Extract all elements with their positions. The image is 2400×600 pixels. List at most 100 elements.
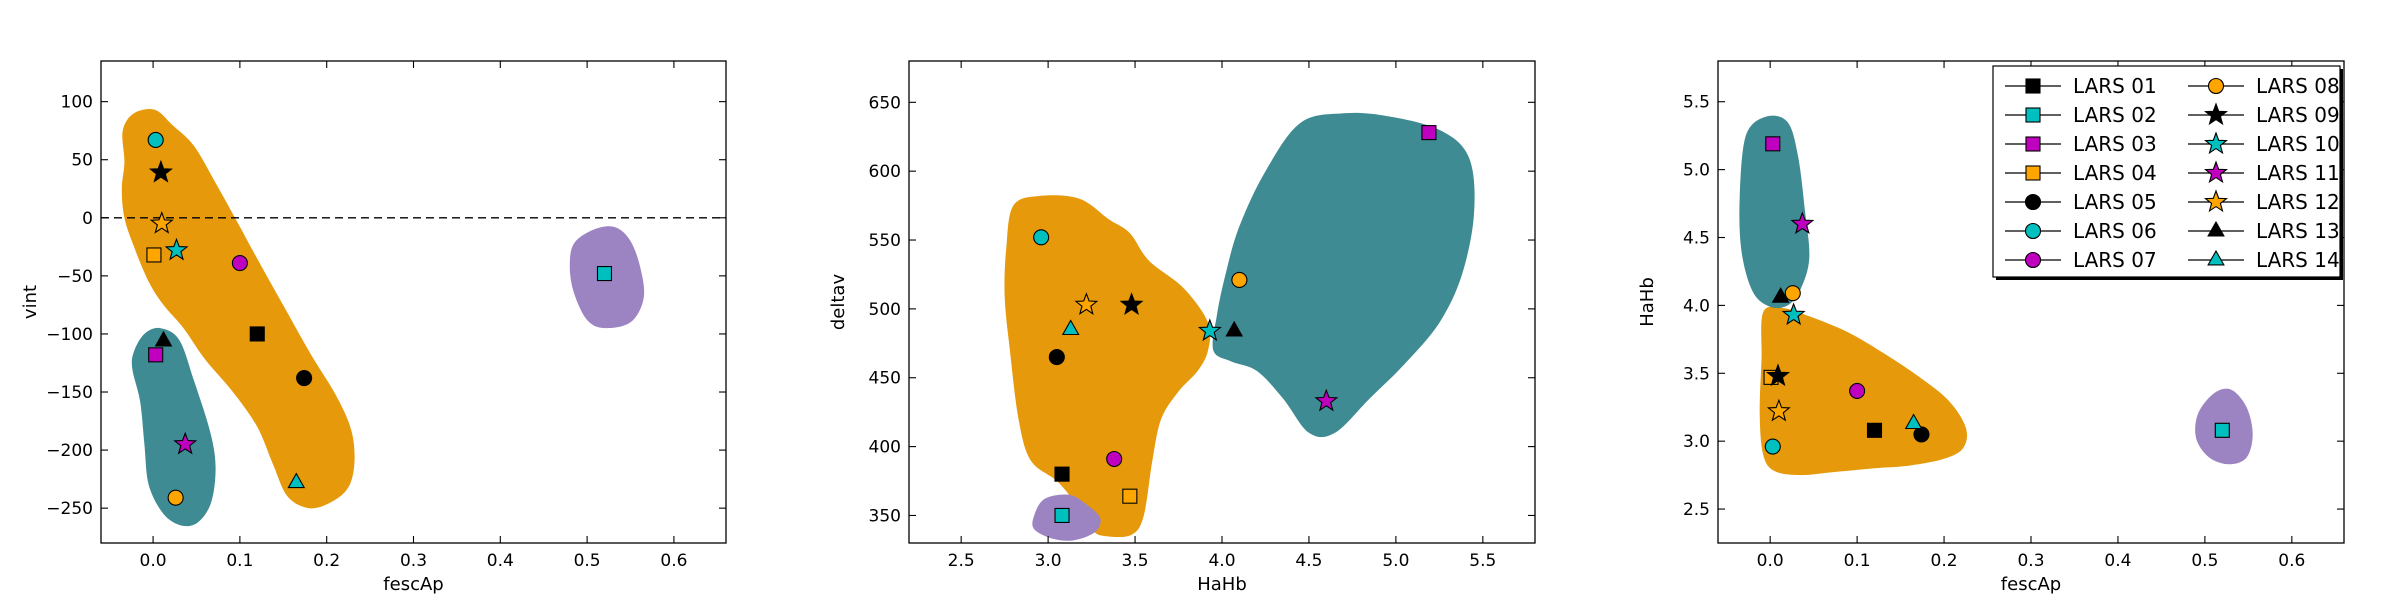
data-point-lars-13 [1771,287,1790,303]
legend-label: LARS 09 [2256,103,2340,127]
data-point-lars-04 [1122,488,1138,504]
legend-marker [2207,220,2225,237]
legend-entry-lars-03: LARS 03 [2005,132,2157,156]
x-axis-label: HaHb [1197,574,1247,595]
scatter-panel-fescap-hahb: 0.0 0.1 0.2 0.3 0.4 0.5 0.6 2.5 3.0 3.5 4.0 4.5 5.0 5… [1637,60,2345,595]
y-tick-label: 0 [82,209,93,229]
legend-entry-lars-08: LARS 08 [2188,74,2340,98]
legend: LARS 01 LARS 02 LARS 03 LARS 04 LARS 05 LARS … [1992,65,2343,280]
data-point-lars-06 [1033,229,1050,246]
data-point-lars-09 [1119,292,1144,315]
x-tick-label: 0.1 [226,551,253,571]
data-point-lars-08 [1231,271,1248,289]
legend-entry-lars-07: LARS 07 [2005,248,2157,272]
data-point-lars-12 [1074,292,1099,315]
data-point-lars-01 [249,326,265,342]
scatter-panel-hahb-deltav: 2.5 3.0 3.5 4.0 4.5 5.0 5.5 350 400 450 500 550 600 6… [828,60,1536,595]
x-tick-label: 0.3 [400,551,427,571]
legend-marker [2024,193,2042,211]
legend-label: LARS 08 [2256,74,2340,98]
y-tick-label: 50 [71,151,93,171]
data-point-lars-10 [164,237,189,261]
data-point-lars-11 [1790,211,1815,235]
legend-marker [2203,189,2229,213]
legend-label: LARS 02 [2073,103,2157,127]
data-point-lars-14 [287,472,306,489]
data-point-lars-01 [1054,466,1070,482]
legend-marker [2025,107,2041,123]
x-tick-label: 0.0 [140,551,167,571]
y-tick-label: 550 [869,231,901,251]
legend-marker [2203,131,2229,155]
data-point-lars-08 [167,489,184,506]
x-tick-label: 0.5 [574,551,601,571]
y-tick-label: 4.5 [1683,229,1710,249]
region-teal [1739,115,1810,309]
legend-label: LARS 07 [2073,248,2157,272]
data-point-lars-14 [1904,413,1923,430]
legend-marker [2024,251,2042,269]
x-axis-label: fescAp [2001,574,2061,595]
legend-label: LARS 04 [2073,161,2157,185]
data-point-lars-10 [1781,302,1806,326]
data-point-lars-13 [1225,320,1244,337]
plot-area [101,109,726,527]
y-axis-label: HaHb [1637,277,1658,327]
legend-marker [2025,78,2041,94]
data-point-lars-12 [149,211,174,234]
legend-entry-lars-10: LARS 10 [2188,131,2340,156]
data-point-lars-05 [296,370,313,387]
data-point-lars-05 [1048,349,1065,366]
legend-entry-lars-02: LARS 02 [2005,103,2157,127]
legend-entry-lars-13: LARS 13 [2188,219,2340,243]
legend-entry-lars-05: LARS 05 [2005,190,2157,214]
y-axis-label: vint [20,285,41,319]
data-point-lars-05 [1913,426,1930,443]
y-tick-label: 5.0 [1683,161,1710,181]
y-tick-label: 400 [869,438,901,458]
data-point-lars-07 [231,255,248,272]
x-tick-label: 0.0 [1757,551,1784,571]
data-point-lars-11 [1314,388,1339,412]
legend-label: LARS 05 [2073,190,2157,214]
y-tick-label: 450 [869,369,901,389]
legend-label: LARS 01 [2073,74,2157,98]
y-tick-label: −50 [57,267,93,287]
region-teal [1212,112,1475,438]
plot-area [1004,112,1475,541]
legend-entry-lars-01: LARS 01 [2005,74,2157,98]
data-point-lars-06 [1764,438,1781,455]
x-tick-label: 0.2 [1931,551,1958,571]
legend-marker [2025,136,2041,152]
y-tick-label: 5.5 [1683,93,1710,113]
data-point-lars-11 [173,431,198,455]
legend-marker [2024,222,2042,240]
legend-label: LARS 11 [2256,161,2340,185]
data-point-lars-14 [1061,319,1080,336]
y-axis-label: deltav [828,274,849,331]
data-point-lars-07 [1106,450,1123,468]
data-point-lars-04 [146,247,162,263]
legend-label: LARS 13 [2256,219,2340,243]
region-teal [131,327,216,527]
x-tick-label: 0.6 [660,551,687,571]
legend-entry-lars-04: LARS 04 [2005,161,2157,185]
x-tick-label: 2.5 [948,551,975,571]
data-point-lars-08 [1784,285,1801,302]
x-tick-label: 5.5 [1469,551,1496,571]
legend-marker [2203,102,2229,126]
x-tick-label: 3.0 [1035,551,1062,571]
data-point-lars-13 [154,330,173,347]
x-tick-label: 3.5 [1122,551,1149,571]
legend-label: LARS 06 [2073,219,2157,243]
y-tick-label: 500 [869,300,901,320]
scatter-panel-fescap-vint: 0.0 0.1 0.2 0.3 0.4 0.5 0.6 −250 −200 −150 −100 −50… [20,60,727,595]
legend-entry-lars-09: LARS 09 [2188,102,2340,127]
data-point-lars-03 [1765,136,1781,152]
x-tick-label: 0.5 [2191,551,2218,571]
legend-box [1992,65,2341,278]
data-point-lars-03 [148,347,164,363]
y-tick-label: 3.5 [1683,364,1710,384]
y-tick-label: 100 [61,93,93,113]
